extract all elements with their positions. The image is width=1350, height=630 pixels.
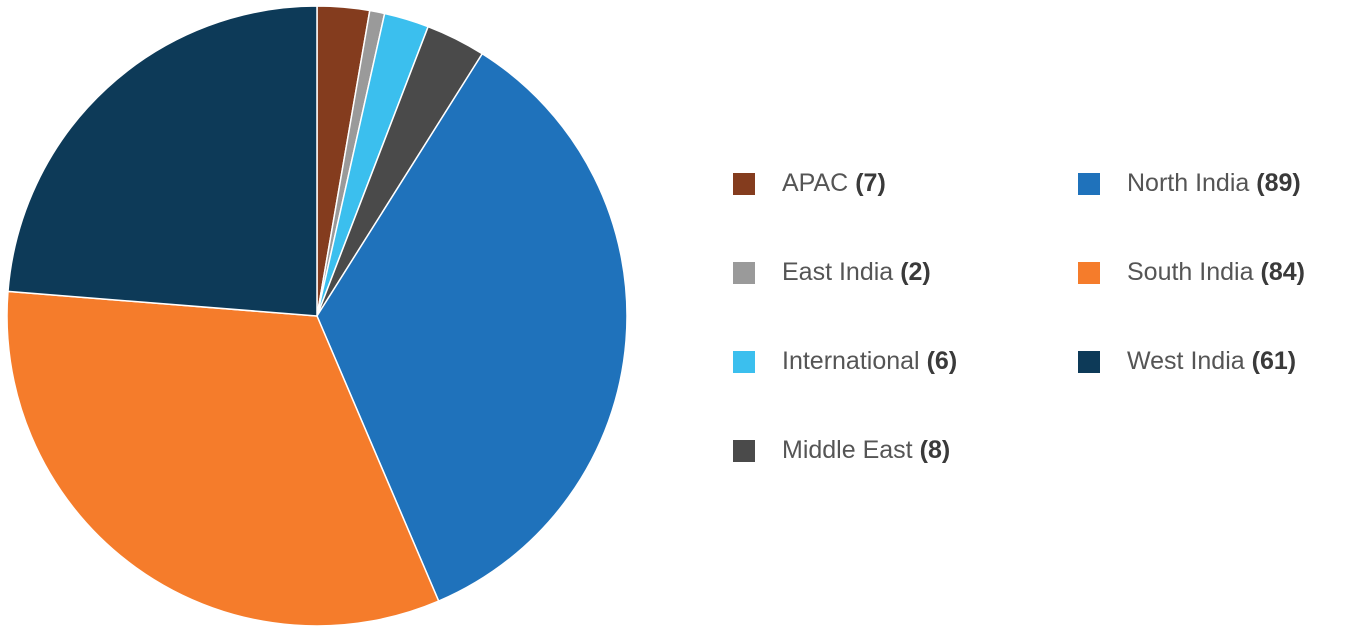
legend-swatch [1078,262,1100,284]
legend-value: (8) [920,436,951,464]
legend-name: North India [1127,169,1249,197]
pie-slice [6,290,440,627]
legend-value: (7) [855,169,886,197]
legend-swatch [1078,173,1100,195]
legend-value: (2) [900,258,931,286]
legend-name: West India [1127,347,1245,375]
legend-label: West India (61) [1127,347,1296,375]
legend-label: East India (2) [782,258,931,286]
legend-value: (61) [1252,347,1296,375]
legend-name: Middle East [782,436,913,464]
legend-swatch [733,351,755,373]
legend-value: (89) [1256,169,1300,197]
legend-label: Middle East (8) [782,436,950,464]
legend-swatch [733,173,755,195]
legend-name: APAC [782,169,848,197]
legend-swatch [1078,351,1100,373]
legend-label: South India (84) [1127,258,1305,286]
legend-value: (6) [927,347,958,375]
legend-swatch [733,262,755,284]
legend-label: APAC (7) [782,169,886,197]
legend-name: International [782,347,920,375]
legend-label: North India (89) [1127,169,1301,197]
legend-name: South India [1127,258,1254,286]
pie-slice [316,52,628,603]
legend-swatch [733,440,755,462]
legend-label: International (6) [782,347,957,375]
pie-slice [7,5,318,317]
legend-name: East India [782,258,893,286]
legend-value: (84) [1261,258,1305,286]
